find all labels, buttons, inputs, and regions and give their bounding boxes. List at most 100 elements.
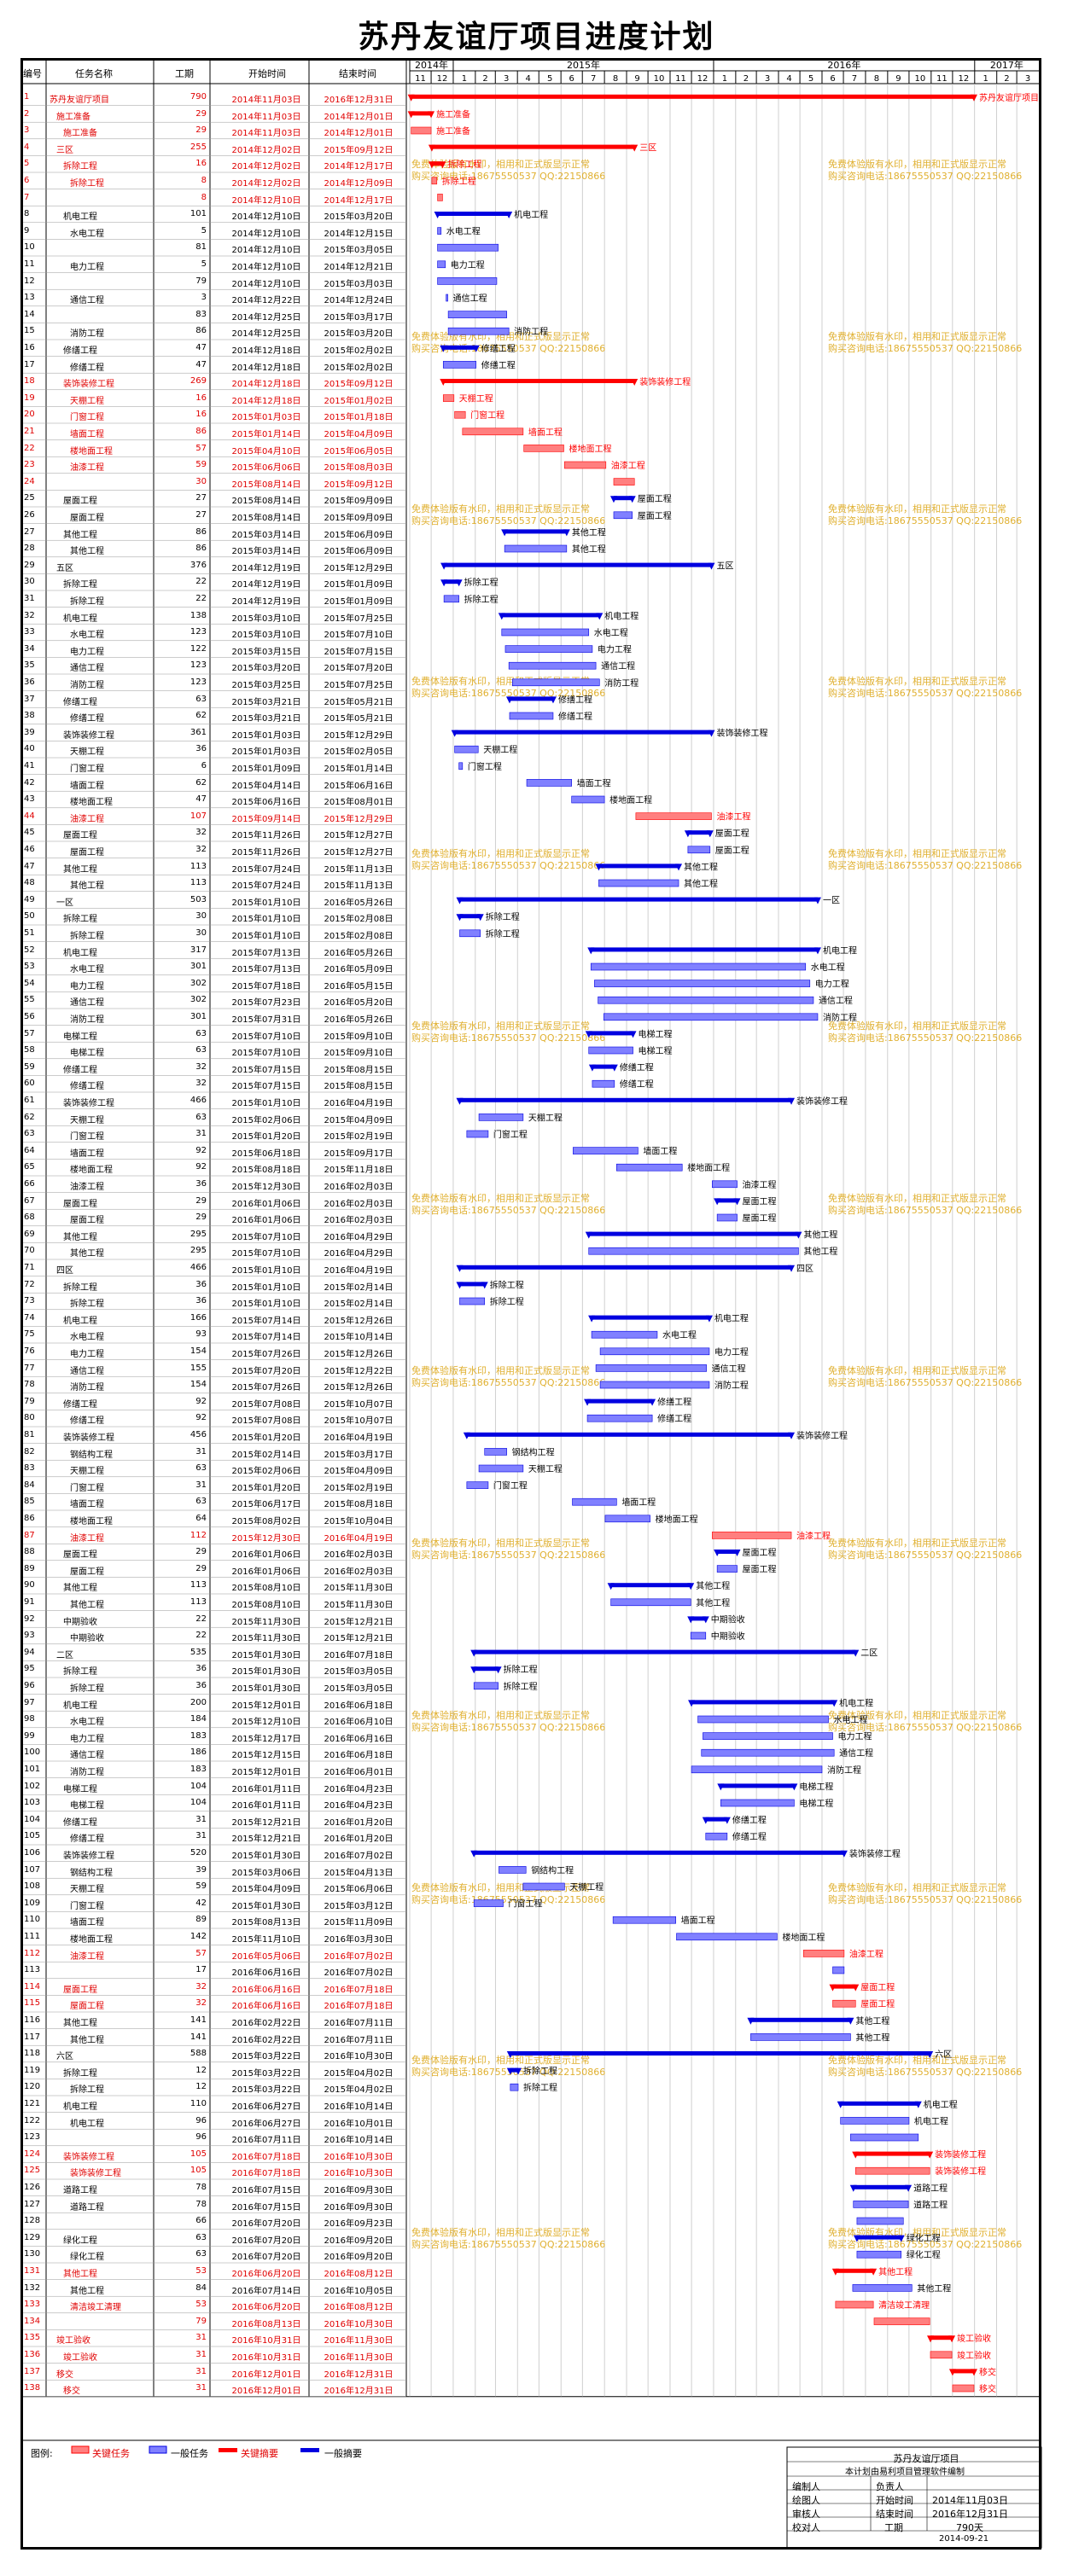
cell-name: 电力工程 <box>70 647 104 657</box>
cell-finish: 2016年02月03日 <box>324 1216 394 1226</box>
summary-bar <box>411 111 432 116</box>
cell-no: 12 <box>24 276 35 286</box>
cell-start: 2015年01月10日 <box>231 1300 301 1310</box>
watermark-line1: 免费体验版有水印，相用和正式版显示正常 <box>828 330 1006 342</box>
cell-no: 137 <box>24 2366 41 2376</box>
cell-name: 墙面工程 <box>70 1918 104 1928</box>
cell-name: 修缮工程 <box>70 1082 104 1092</box>
task-bar <box>411 126 432 135</box>
cell-start: 2015年03月21日 <box>231 697 301 707</box>
summary-bar <box>459 1265 792 1270</box>
cell-finish: 2016年01月20日 <box>324 1835 394 1845</box>
cell-finish: 2015年11月13日 <box>324 881 394 892</box>
summary-bar <box>459 1282 485 1287</box>
cell-no: 90 <box>24 1580 35 1590</box>
cell-start: 2016年01月06日 <box>231 1567 301 1577</box>
cell-no: 86 <box>24 1514 35 1523</box>
cell-duration: 92 <box>195 1162 207 1172</box>
task-bar <box>711 1532 792 1539</box>
cell-start: 2014年11月03日 <box>231 129 301 139</box>
cell-finish: 2015年04月13日 <box>324 1868 394 1878</box>
watermark-line2: 购买咨询电话:18675550537 QQ:22150866 <box>411 1204 605 1216</box>
cell-no: 130 <box>24 2249 41 2259</box>
bar-label: 钢结构工程 <box>512 1446 555 1457</box>
cell-duration: 184 <box>190 1714 207 1724</box>
watermark-line1: 免费体验版有水印，相用和正式版显示正常 <box>411 1709 590 1721</box>
cell-finish: 2015年06月16日 <box>324 781 394 791</box>
summary-end-cap <box>948 2369 956 2376</box>
cell-finish: 2015年01月18日 <box>324 413 394 423</box>
cell-duration: 53 <box>195 2266 207 2276</box>
cell-finish: 2015年08月03日 <box>324 463 394 474</box>
cell-finish: 2015年09月12日 <box>324 480 394 490</box>
cell-finish: 2015年10月14日 <box>324 1333 394 1343</box>
cell-duration: 105 <box>190 2149 207 2159</box>
cell-finish: 2016年10月30日 <box>324 2319 394 2329</box>
summary-end-cap <box>788 1097 796 1105</box>
cell-finish: 2015年02月05日 <box>324 747 394 758</box>
cell-no: 59 <box>24 1061 35 1072</box>
cell-name: 装饰装修工程 <box>63 2152 114 2162</box>
cell-duration: 8 <box>201 192 207 202</box>
cell-finish: 2015年03月05日 <box>324 1667 394 1678</box>
info-drafter-label: 绘图人 <box>792 2495 820 2506</box>
cell-finish: 2016年05月26日 <box>324 1015 394 1025</box>
cell-duration: 22 <box>195 1614 207 1624</box>
legend-swatch-critical-task <box>71 2445 90 2454</box>
watermark-line1: 免费体验版有水印，相用和正式版显示正常 <box>828 1364 1006 1376</box>
bar-label: 电梯工程 <box>799 1798 833 1809</box>
cell-name: 修缮工程 <box>63 1817 97 1828</box>
summary-end-cap <box>708 730 715 737</box>
bar-label: 通信工程 <box>601 661 635 672</box>
bar-label: 电力工程 <box>815 979 849 990</box>
cell-duration: 113 <box>190 1597 207 1607</box>
cell-start: 2016年08月13日 <box>231 2319 301 2329</box>
cell-start: 2015年03月14日 <box>231 530 301 540</box>
cell-name: 拆除工程 <box>63 915 97 925</box>
cell-finish: 2015年01月14日 <box>324 765 394 774</box>
task-bar <box>462 427 524 436</box>
cell-name: 装饰装修工程 <box>63 1852 114 1861</box>
task-bar <box>572 1497 617 1506</box>
task-bar <box>431 177 438 185</box>
cell-finish: 2015年06月05日 <box>324 446 394 456</box>
cell-name: 其他工程 <box>63 2019 97 2028</box>
cell-duration: 122 <box>190 643 207 654</box>
cell-duration: 138 <box>190 610 207 620</box>
cell-no: 26 <box>24 510 35 520</box>
cell-start: 2015年11月30日 <box>231 1634 301 1644</box>
summary-end-cap <box>837 2101 844 2108</box>
cell-no: 133 <box>24 2300 41 2310</box>
cell-duration: 78 <box>195 2183 207 2192</box>
summary-end-cap <box>914 2101 922 2108</box>
info-editor-label: 编制人 <box>792 2481 820 2492</box>
cell-start: 2015年07月08日 <box>231 1416 301 1427</box>
summary-end-cap <box>584 1398 592 1406</box>
summary-end-cap <box>629 1031 637 1038</box>
task-bar <box>599 1381 710 1389</box>
cell-no: 126 <box>24 2183 41 2192</box>
cell-name: 电梯工程 <box>70 1801 104 1811</box>
cell-start: 2015年01月30日 <box>231 1650 301 1660</box>
bar-label: 屋面工程 <box>743 1213 777 1224</box>
summary-end-cap <box>588 1064 596 1072</box>
cell-name: 门窗工程 <box>70 1132 104 1143</box>
summary-bar <box>750 2017 851 2022</box>
bar-label: 其他工程 <box>572 526 606 538</box>
bar-label: 水电工程 <box>594 627 628 638</box>
cell-duration: 27 <box>195 493 207 503</box>
watermark-line1: 免费体验版有水印，相用和正式版显示正常 <box>828 847 1006 859</box>
cell-start: 2015年01月30日 <box>231 1901 301 1911</box>
bar-label: 屋面工程 <box>860 1983 895 1993</box>
cell-name: 拆除工程 <box>70 1300 104 1310</box>
cell-no: 65 <box>24 1162 35 1172</box>
cell-start: 2014年12月10日 <box>231 212 301 223</box>
task-bar <box>508 661 597 670</box>
cell-finish: 2016年07月18日 <box>324 2002 394 2012</box>
cell-no: 57 <box>24 1028 35 1038</box>
cell-duration: 47 <box>195 794 207 805</box>
cell-finish: 2015年09月09日 <box>324 497 394 507</box>
cell-finish: 2016年09月20日 <box>324 2236 394 2246</box>
summary-end-cap <box>585 1231 592 1239</box>
bar-label: 油漆工程 <box>796 1530 831 1541</box>
